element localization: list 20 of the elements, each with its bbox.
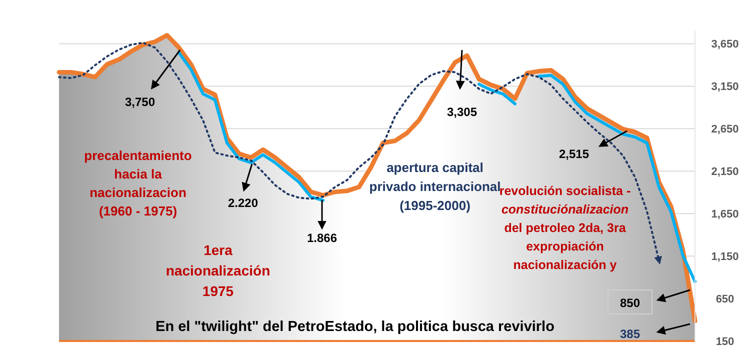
annotation: 3,305 [446, 105, 478, 119]
annotation: 2.220 [228, 196, 258, 210]
annotation: 1era nacionalización 1975 [166, 242, 270, 299]
annotation: 3,750 [124, 95, 156, 109]
y-tick-label: 1,650 [711, 208, 739, 221]
annotation: apertura capital privado internacional (1995-2000) [369, 160, 501, 213]
y-tick-label: 2,650 [711, 124, 739, 136]
annotation: 1.866 [306, 231, 338, 245]
y-tick-label: 650 [716, 294, 734, 306]
annotation: 385 [620, 327, 640, 341]
y-tick-label: 3,150 [711, 81, 739, 94]
annotation: 2,515 [558, 147, 590, 161]
y-tick-label: 150 [716, 336, 734, 348]
annotation: 850 [620, 296, 640, 310]
annotation: En el "twilight" del PetroEstado, la politica busca revivirlo [156, 319, 555, 335]
annotation: revolución socialista - constituciónalizacion del petroleo 2da, 3ra expropiación nacionalización y [499, 184, 631, 272]
y-tick-label: 1,150 [711, 251, 739, 264]
y-tick-label: 3,650 [711, 38, 739, 51]
annotation: precalentamiento hacia la nacionalizacion (1960 - 1975) [84, 148, 192, 218]
y-tick-label: 2,150 [711, 166, 739, 178]
